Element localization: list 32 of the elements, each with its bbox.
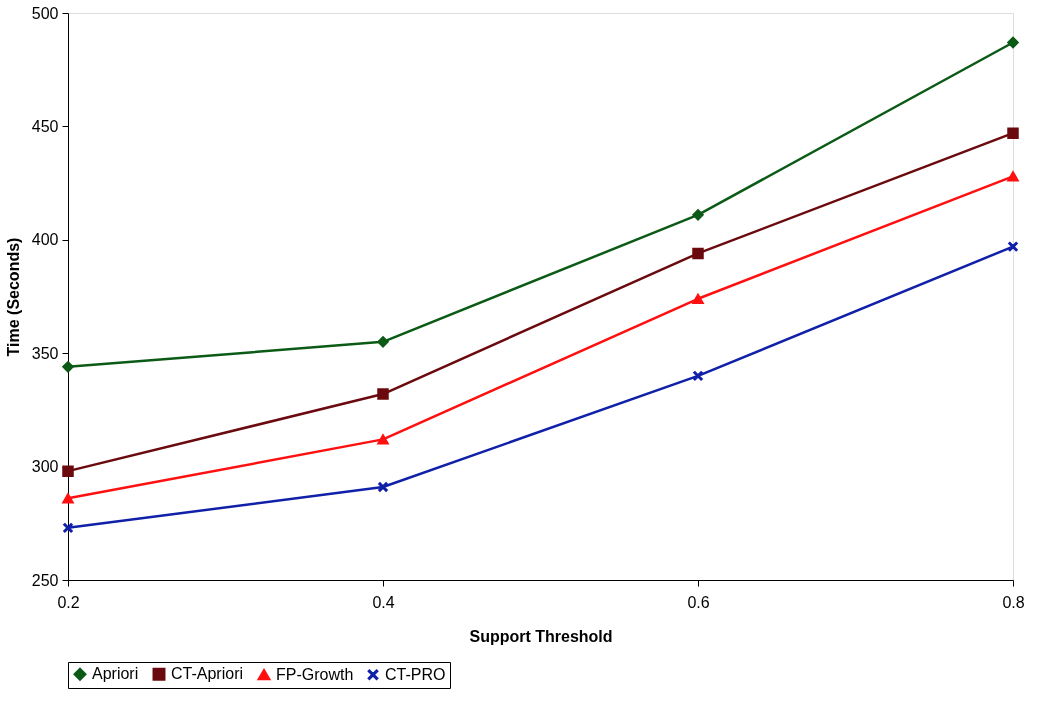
point xyxy=(1007,171,1019,182)
y-tick-label: 400 xyxy=(31,231,59,249)
y-tick-label: 500 xyxy=(31,4,59,22)
point xyxy=(62,493,74,504)
point xyxy=(1007,36,1019,49)
y-tick-label: 450 xyxy=(31,117,59,135)
y-tick-label: 300 xyxy=(31,458,59,476)
point xyxy=(377,434,389,445)
point xyxy=(692,209,704,221)
point xyxy=(378,482,388,492)
x-axis-title: Support Threshold xyxy=(469,627,613,645)
point xyxy=(377,336,389,348)
legend-label: Apriori xyxy=(92,665,139,683)
y-tick-label: 250 xyxy=(31,571,59,589)
point xyxy=(62,465,74,477)
point xyxy=(693,371,703,381)
legend-label: FP-Growth xyxy=(276,665,354,683)
point xyxy=(62,361,74,373)
y-tick-label: 350 xyxy=(31,344,59,362)
x-tick-label: 0.8 xyxy=(1002,593,1025,611)
point xyxy=(377,388,389,400)
legend-label: CT-Apriori xyxy=(171,665,244,683)
legend-label: CT-PRO xyxy=(385,665,446,683)
point xyxy=(692,247,704,260)
point xyxy=(1007,127,1019,139)
x-tick-label: 0.6 xyxy=(687,593,710,611)
point xyxy=(1008,241,1018,252)
y-axis-title: Time (Seconds) xyxy=(4,237,22,357)
x-tick-label: 0.2 xyxy=(57,593,80,611)
point xyxy=(692,293,704,304)
point xyxy=(63,523,73,533)
x-tick-label: 0.4 xyxy=(372,593,395,611)
